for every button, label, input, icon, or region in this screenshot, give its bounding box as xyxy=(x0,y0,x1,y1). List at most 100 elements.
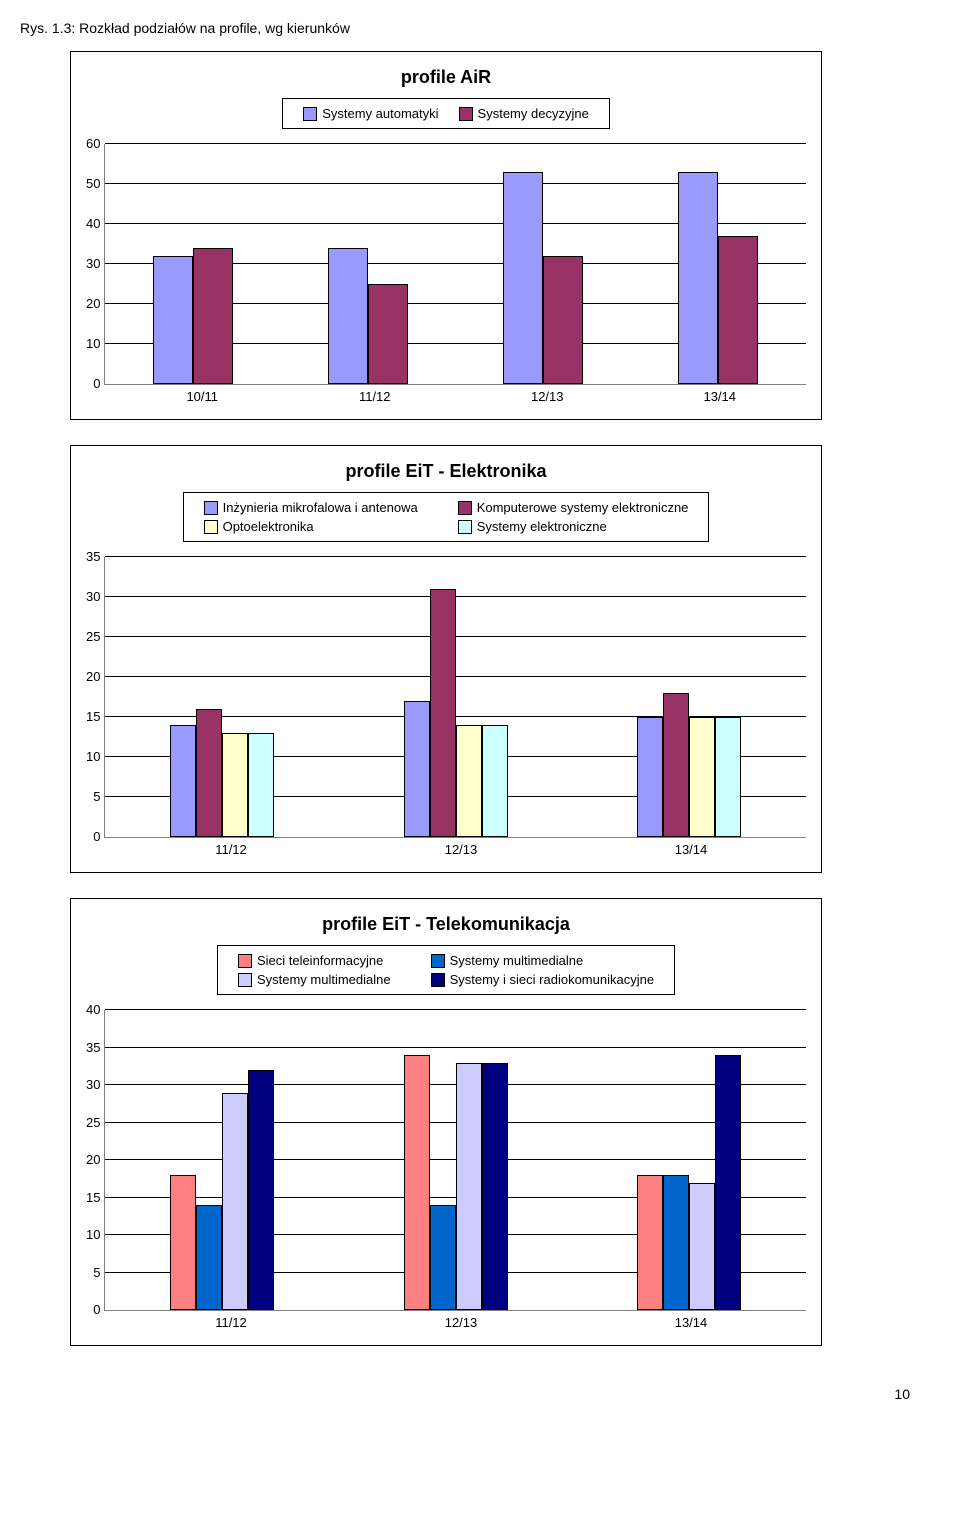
bar xyxy=(368,284,408,384)
x-tick-label: 12/13 xyxy=(461,385,634,404)
x-tick-label: 12/13 xyxy=(346,1311,576,1330)
bar-group xyxy=(281,248,456,384)
bar xyxy=(663,693,689,837)
legend-swatch xyxy=(431,973,445,987)
y-axis: 4035302520151050 xyxy=(86,1010,104,1310)
bar xyxy=(153,256,193,384)
x-tick-label: 13/14 xyxy=(576,838,806,857)
x-axis: 11/1212/1313/14 xyxy=(116,838,806,857)
bar-group xyxy=(105,709,339,837)
legend-item: Systemy decyzyjne xyxy=(459,106,589,121)
legend-swatch xyxy=(431,954,445,968)
bar xyxy=(222,733,248,837)
legend-item: Systemy i sieci radiokomunikacyjne xyxy=(431,972,654,987)
bar xyxy=(637,717,663,837)
x-tick-label: 13/14 xyxy=(576,1311,806,1330)
bar-group xyxy=(572,693,806,837)
legend-swatch xyxy=(458,501,472,515)
legend-item: Inżynieria mikrofalowa i antenowa xyxy=(204,500,418,515)
bar xyxy=(248,733,274,837)
grid-line xyxy=(105,556,806,557)
legend-label: Optoelektronika xyxy=(223,519,314,534)
grid-line xyxy=(105,1009,806,1010)
x-tick-label: 11/12 xyxy=(116,838,346,857)
chart-legend: Sieci teleinformacyjne Systemy multimedia… xyxy=(217,945,675,995)
legend-label: Komputerowe systemy elektroniczne xyxy=(477,500,689,515)
chart-block: profile AiR Systemy automatyki Systemy dec… xyxy=(70,51,822,420)
legend-label: Sieci teleinformacyjne xyxy=(257,953,383,968)
bar xyxy=(678,172,718,384)
legend-item: Systemy multimedialne xyxy=(238,972,391,987)
bar-group xyxy=(105,1070,339,1310)
legend-item: Systemy multimedialne xyxy=(431,953,654,968)
bar xyxy=(170,725,196,837)
bar xyxy=(196,1205,222,1310)
bar xyxy=(689,1183,715,1311)
x-axis: 10/1111/1212/1313/14 xyxy=(116,385,806,404)
bar xyxy=(328,248,368,384)
bar xyxy=(222,1093,248,1311)
bar xyxy=(482,1063,508,1311)
chart-title: profile EiT - Elektronika xyxy=(86,461,806,482)
legend-swatch xyxy=(238,973,252,987)
x-axis: 11/1212/1313/14 xyxy=(116,1311,806,1330)
bar xyxy=(637,1175,663,1310)
legend-item: Systemy elektroniczne xyxy=(458,519,689,534)
bar xyxy=(503,172,543,384)
legend-swatch xyxy=(303,107,317,121)
bar xyxy=(543,256,583,384)
bar-group xyxy=(631,172,806,384)
grid-line xyxy=(105,143,806,144)
bar xyxy=(663,1175,689,1310)
legend-swatch xyxy=(204,501,218,515)
legend-swatch xyxy=(458,520,472,534)
legend-label: Systemy elektroniczne xyxy=(477,519,607,534)
plot-area xyxy=(104,144,806,385)
bar-group xyxy=(572,1055,806,1310)
grid-line xyxy=(105,1047,806,1048)
x-tick-label: 10/11 xyxy=(116,385,289,404)
bar xyxy=(404,1055,430,1310)
x-tick-label: 11/12 xyxy=(289,385,462,404)
bar xyxy=(430,1205,456,1310)
chart-legend: Inżynieria mikrofalowa i antenowa Kompute… xyxy=(183,492,710,542)
chart-title: profile AiR xyxy=(86,67,806,88)
chart-block: profile EiT - Telekomunikacja Sieci telei… xyxy=(70,898,822,1346)
bar xyxy=(456,725,482,837)
bar xyxy=(430,589,456,837)
bar xyxy=(248,1070,274,1310)
legend-swatch xyxy=(238,954,252,968)
x-tick-label: 13/14 xyxy=(634,385,807,404)
bar xyxy=(170,1175,196,1310)
plot-area xyxy=(104,557,806,838)
bar-group xyxy=(339,589,573,837)
legend-item: Komputerowe systemy elektroniczne xyxy=(458,500,689,515)
bar-group xyxy=(456,172,631,384)
bar-group xyxy=(105,248,280,384)
legend-item: Systemy automatyki xyxy=(303,106,438,121)
legend-label: Systemy i sieci radiokomunikacyjne xyxy=(450,972,654,987)
x-tick-label: 12/13 xyxy=(346,838,576,857)
bar xyxy=(196,709,222,837)
legend-label: Systemy decyzyjne xyxy=(478,106,589,121)
bar xyxy=(689,717,715,837)
chart-title: profile EiT - Telekomunikacja xyxy=(86,914,806,935)
legend-label: Systemy multimedialne xyxy=(257,972,391,987)
bar xyxy=(456,1063,482,1311)
bar xyxy=(715,717,741,837)
bar xyxy=(193,248,233,384)
legend-label: Systemy multimedialne xyxy=(450,953,584,968)
bar-group xyxy=(339,1055,573,1310)
chart-legend: Systemy automatyki Systemy decyzyjne xyxy=(282,98,610,129)
bar xyxy=(404,701,430,837)
legend-swatch xyxy=(459,107,473,121)
legend-swatch xyxy=(204,520,218,534)
y-axis: 35302520151050 xyxy=(86,557,104,837)
legend-label: Inżynieria mikrofalowa i antenowa xyxy=(223,500,418,515)
page-number: 10 xyxy=(20,1386,940,1402)
page-title: Rys. 1.3: Rozkład podziałów na profile, … xyxy=(20,20,940,36)
chart-block: profile EiT - Elektronika Inżynieria mikr… xyxy=(70,445,822,873)
legend-item: Sieci teleinformacyjne xyxy=(238,953,391,968)
legend-item: Optoelektronika xyxy=(204,519,418,534)
plot-area xyxy=(104,1010,806,1311)
